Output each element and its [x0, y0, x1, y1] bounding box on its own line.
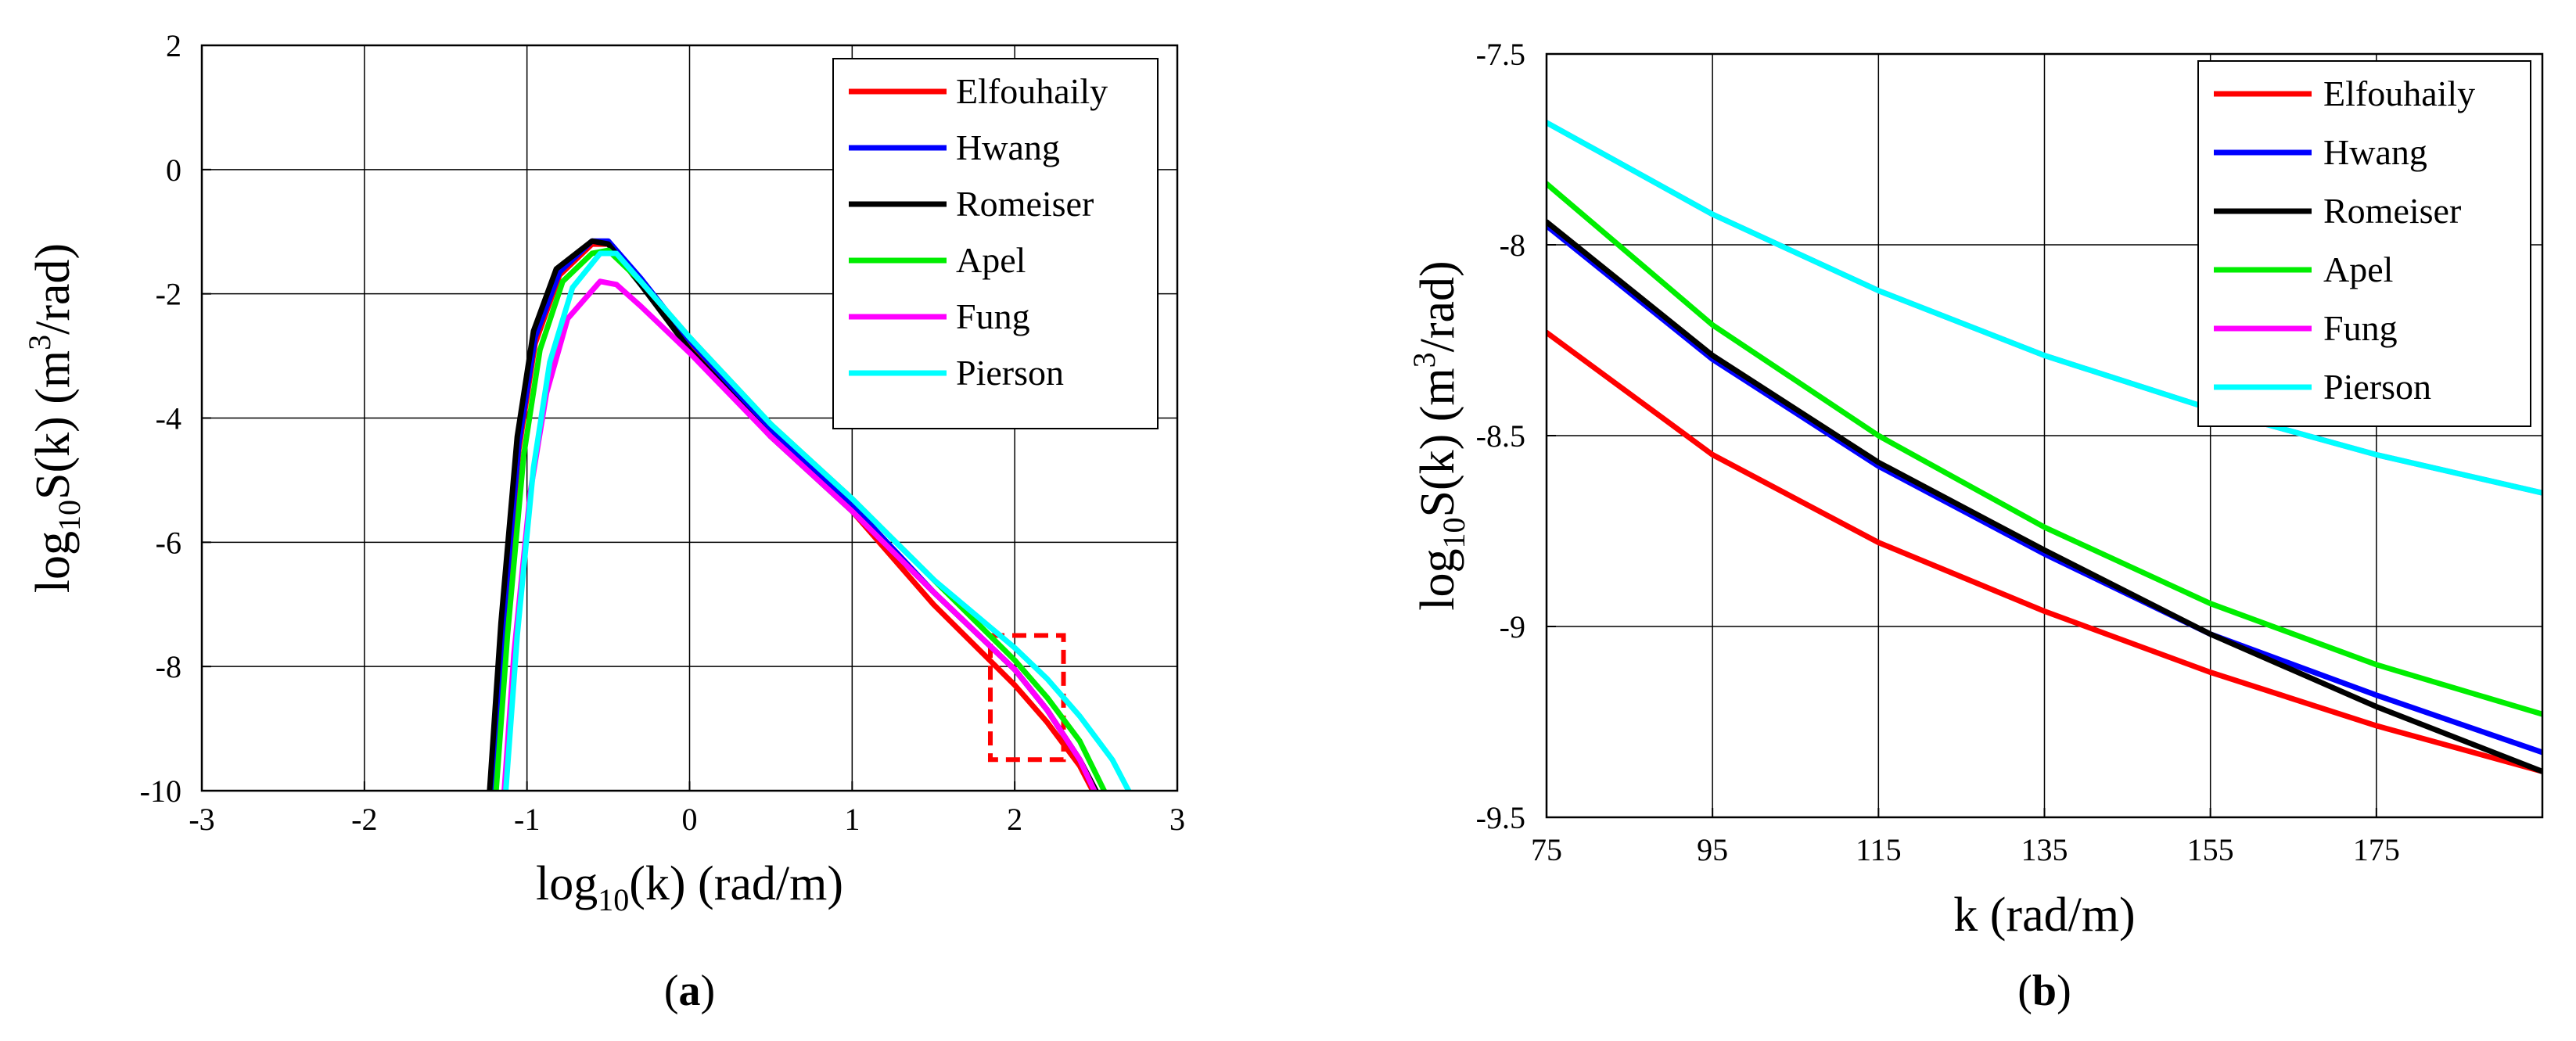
- panel-a-y-tick-label: -4: [156, 401, 181, 436]
- panel-a-x-tick-label: -3: [189, 802, 214, 837]
- panel-b-legend-box: [2197, 60, 2531, 427]
- panel-b-legend-label-apel: Apel: [2323, 249, 2393, 289]
- panel-a-y-tick-label: 0: [166, 153, 181, 188]
- panel-b-legend-label-pierson: Pierson: [2323, 367, 2431, 407]
- panel-b: 75 95 115 135 155 175 -9.5 -9 -8.5 -8 -7.5 Elfouha…: [1407, 37, 2544, 1015]
- panel-a-y-tick-label: -2: [156, 277, 181, 312]
- panel-b-legend-label-elfouhaily: Elfouhaily: [2323, 74, 2475, 113]
- panel-b-x-tick-label: 75: [1531, 832, 1562, 867]
- panel-a-x-tick-label: 0: [682, 802, 698, 837]
- panel-a-y-tick-label: -8: [156, 649, 181, 684]
- panel-a-legend-label-hwang: Hwang: [956, 127, 1060, 167]
- panel-b-x-tick-label: 135: [2021, 832, 2068, 867]
- panel-b-y-axis-label: log10S(k) (m3/rad): [1407, 260, 1471, 610]
- panel-a-x-tick-label: -1: [514, 802, 540, 837]
- panel-a-legend-label-fung: Fung: [956, 296, 1030, 336]
- panel-b-y-tick-label: -9.5: [1476, 800, 1525, 835]
- panel-b-series-apel: [1547, 181, 2542, 717]
- panel-b-legend-label-hwang: Hwang: [2323, 132, 2427, 172]
- panel-b-y-tick-label: -8: [1500, 228, 1525, 263]
- panel-b-legend-label-romeiser: Romeiser: [2323, 191, 2461, 231]
- panel-a-legend-box: [832, 58, 1159, 429]
- panel-a-x-tick-label: 2: [1007, 802, 1022, 837]
- panel-b-y-tick-label: -9: [1500, 609, 1525, 644]
- panel-b-y-tick-label: -7.5: [1476, 37, 1525, 72]
- panel-b-series-romeiser: [1547, 219, 2542, 774]
- panel-a: -3 -2 -1 0 1 2 3-10-8-6-4-202 ElfouhailyHwangR…: [22, 28, 1185, 1015]
- panel-a-caption: (a): [664, 967, 715, 1015]
- panel-b-series-pierson: [1547, 120, 2542, 496]
- panel-b-legend: Elfouhaily Hwang Romeiser Apel Fung Pierson: [2197, 60, 2531, 427]
- panel-b-x-tick-label: 155: [2187, 832, 2234, 867]
- panel-a-x-axis-label: log10(k) (rad/m): [536, 857, 843, 917]
- panel-a-legend: Elfouhaily Hwang Romeiser Apel Fung Pierson: [832, 58, 1159, 429]
- panel-b-series-elfouhaily: [1547, 329, 2542, 774]
- panel-a-x-tick-label: 3: [1169, 802, 1185, 837]
- panel-b-x-tick-label: 95: [1697, 832, 1728, 867]
- panel-a-x-tick-label: 1: [844, 802, 860, 837]
- panel-a-y-tick-label: 2: [166, 28, 181, 63]
- panel-b-caption: (b): [2017, 967, 2071, 1015]
- panel-b-series-hwang: [1547, 223, 2542, 756]
- panel-a-tick-labels: -3 -2 -1 0 1 2 3-10-8-6-4-202: [140, 28, 1185, 837]
- panel-b-x-tick-label: 115: [1856, 832, 1902, 867]
- panel-a-series-pierson: [503, 250, 1132, 791]
- panel-a-y-tick-label: -10: [140, 774, 181, 809]
- panel-b-tick-labels: 75 95 115 135 155 175 -9.5 -9 -8.5 -8 -7.5: [1476, 37, 2400, 867]
- panel-b-legend-label-fung: Fung: [2323, 308, 2398, 348]
- panel-a-y-tick-label: -6: [156, 525, 181, 560]
- panel-a-x-tick-label: -2: [351, 802, 377, 837]
- panel-a-y-axis-label: log10S(k) (m3/rad): [22, 243, 87, 593]
- panel-b-y-tick-label: -8.5: [1476, 418, 1525, 454]
- panel-b-x-tick-label: 175: [2353, 832, 2400, 867]
- panel-a-legend-label-elfouhaily: Elfouhaily: [956, 71, 1108, 111]
- panel-a-series-lines: [487, 238, 1132, 791]
- panel-a-legend-label-apel: Apel: [956, 240, 1026, 280]
- panel-b-x-axis-label: k (rad/m): [1953, 888, 2135, 942]
- panel-b-series-lines: [1547, 120, 2542, 774]
- panel-a-legend-label-romeiser: Romeiser: [956, 184, 1094, 224]
- panel-a-legend-label-pierson: Pierson: [956, 353, 1064, 393]
